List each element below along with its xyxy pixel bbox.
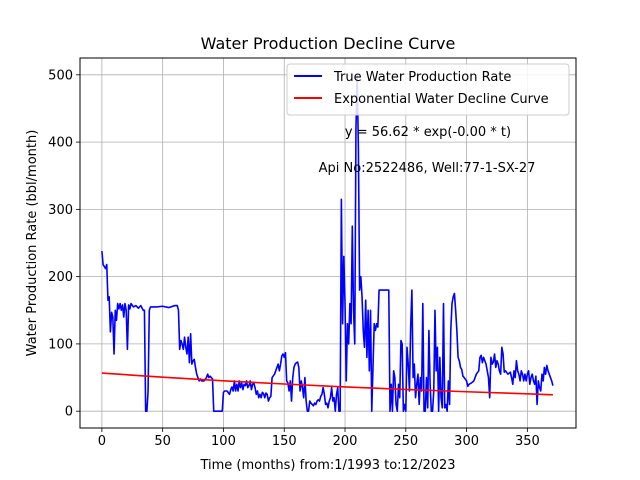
series-exponential-decline-curve xyxy=(101,372,553,396)
y-tick-label: 500 xyxy=(48,68,73,83)
legend-label-decline-curve: Exponential Water Decline Curve xyxy=(334,92,549,107)
legend-box xyxy=(286,63,570,116)
series-layer xyxy=(101,74,554,412)
y-tick-label: 400 xyxy=(48,136,73,151)
x-tick-label: 150 xyxy=(272,434,297,449)
y-axis-title: Water Production Rate (bbl/month) xyxy=(25,130,40,357)
y-tick-label: 300 xyxy=(48,203,73,218)
y-tick-label: 0 xyxy=(65,405,73,420)
series-true-water-production-rate xyxy=(101,74,554,412)
x-tick-label: 50 xyxy=(154,434,171,449)
y-tick-label: 200 xyxy=(48,270,73,285)
legend: True Water Production Rate Exponential W… xyxy=(286,63,570,116)
plot-frame xyxy=(79,57,577,429)
chart-title: Water Production Decline Curve xyxy=(201,34,456,53)
x-axis-title: Time (months) from:1/1993 to:12/2023 xyxy=(199,458,455,473)
x-tick-label: 300 xyxy=(454,434,479,449)
ticks: 0 50 100 150 200 250 300 350 0 100 200 300 400 500 xyxy=(48,68,540,449)
x-tick-label: 250 xyxy=(393,434,418,449)
x-tick-label: 200 xyxy=(333,434,358,449)
legend-label-true-rate: True Water Production Rate xyxy=(333,70,511,85)
x-tick-label: 0 xyxy=(98,434,106,449)
fit-equation: y = 56.62 * exp(-0.00 * t) xyxy=(345,125,511,140)
y-tick-label: 100 xyxy=(48,337,73,352)
x-tick-label: 350 xyxy=(515,434,540,449)
well-info: Api No:2522486, Well:77-1-SX-27 xyxy=(319,161,536,176)
x-tick-label: 100 xyxy=(211,434,236,449)
